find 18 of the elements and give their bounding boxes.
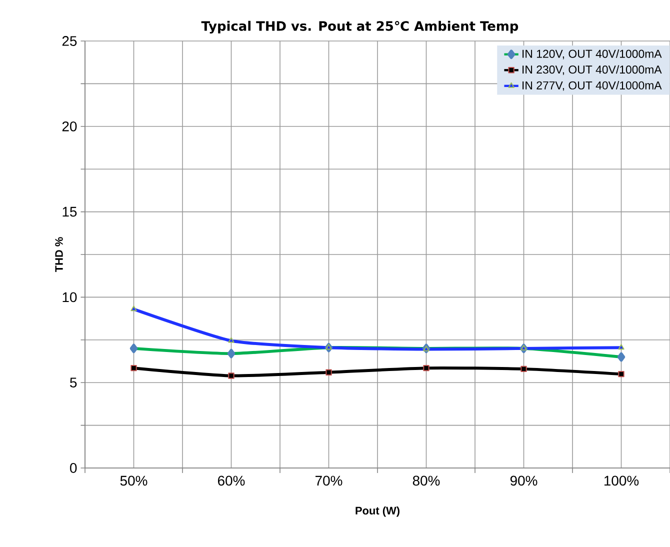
- x-tick-label: 100%: [604, 476, 639, 486]
- x-tick-label: 50%: [120, 476, 148, 486]
- x-tick-label: 90%: [510, 476, 538, 486]
- x-axis-title: Pout (W): [356, 506, 400, 517]
- x-tick-label: 60%: [218, 476, 245, 486]
- legend-label: IN 120V, OUT 40V/1000mA: [522, 49, 662, 60]
- x-tick-label: 70%: [316, 476, 342, 486]
- y-tick-label: 25: [62, 36, 77, 46]
- y-tick-label: 10: [62, 292, 77, 302]
- y-tick-label: 5: [70, 378, 77, 388]
- chart-title: Typical THD vs. Pout at 25℃ Ambient Temp: [201, 20, 518, 34]
- y-tick-label: 15: [62, 206, 77, 217]
- y-tick-label: 20: [62, 121, 77, 132]
- x-tick-label: 80%: [412, 476, 440, 486]
- y-tick-label: 0: [70, 463, 77, 473]
- legend-label: IN 230V, OUT 40V/1000mA: [522, 65, 662, 75]
- y-axis-title: THD %: [55, 237, 63, 272]
- legend-label: IN 277V, OUT 40V/1000mA: [522, 81, 662, 91]
